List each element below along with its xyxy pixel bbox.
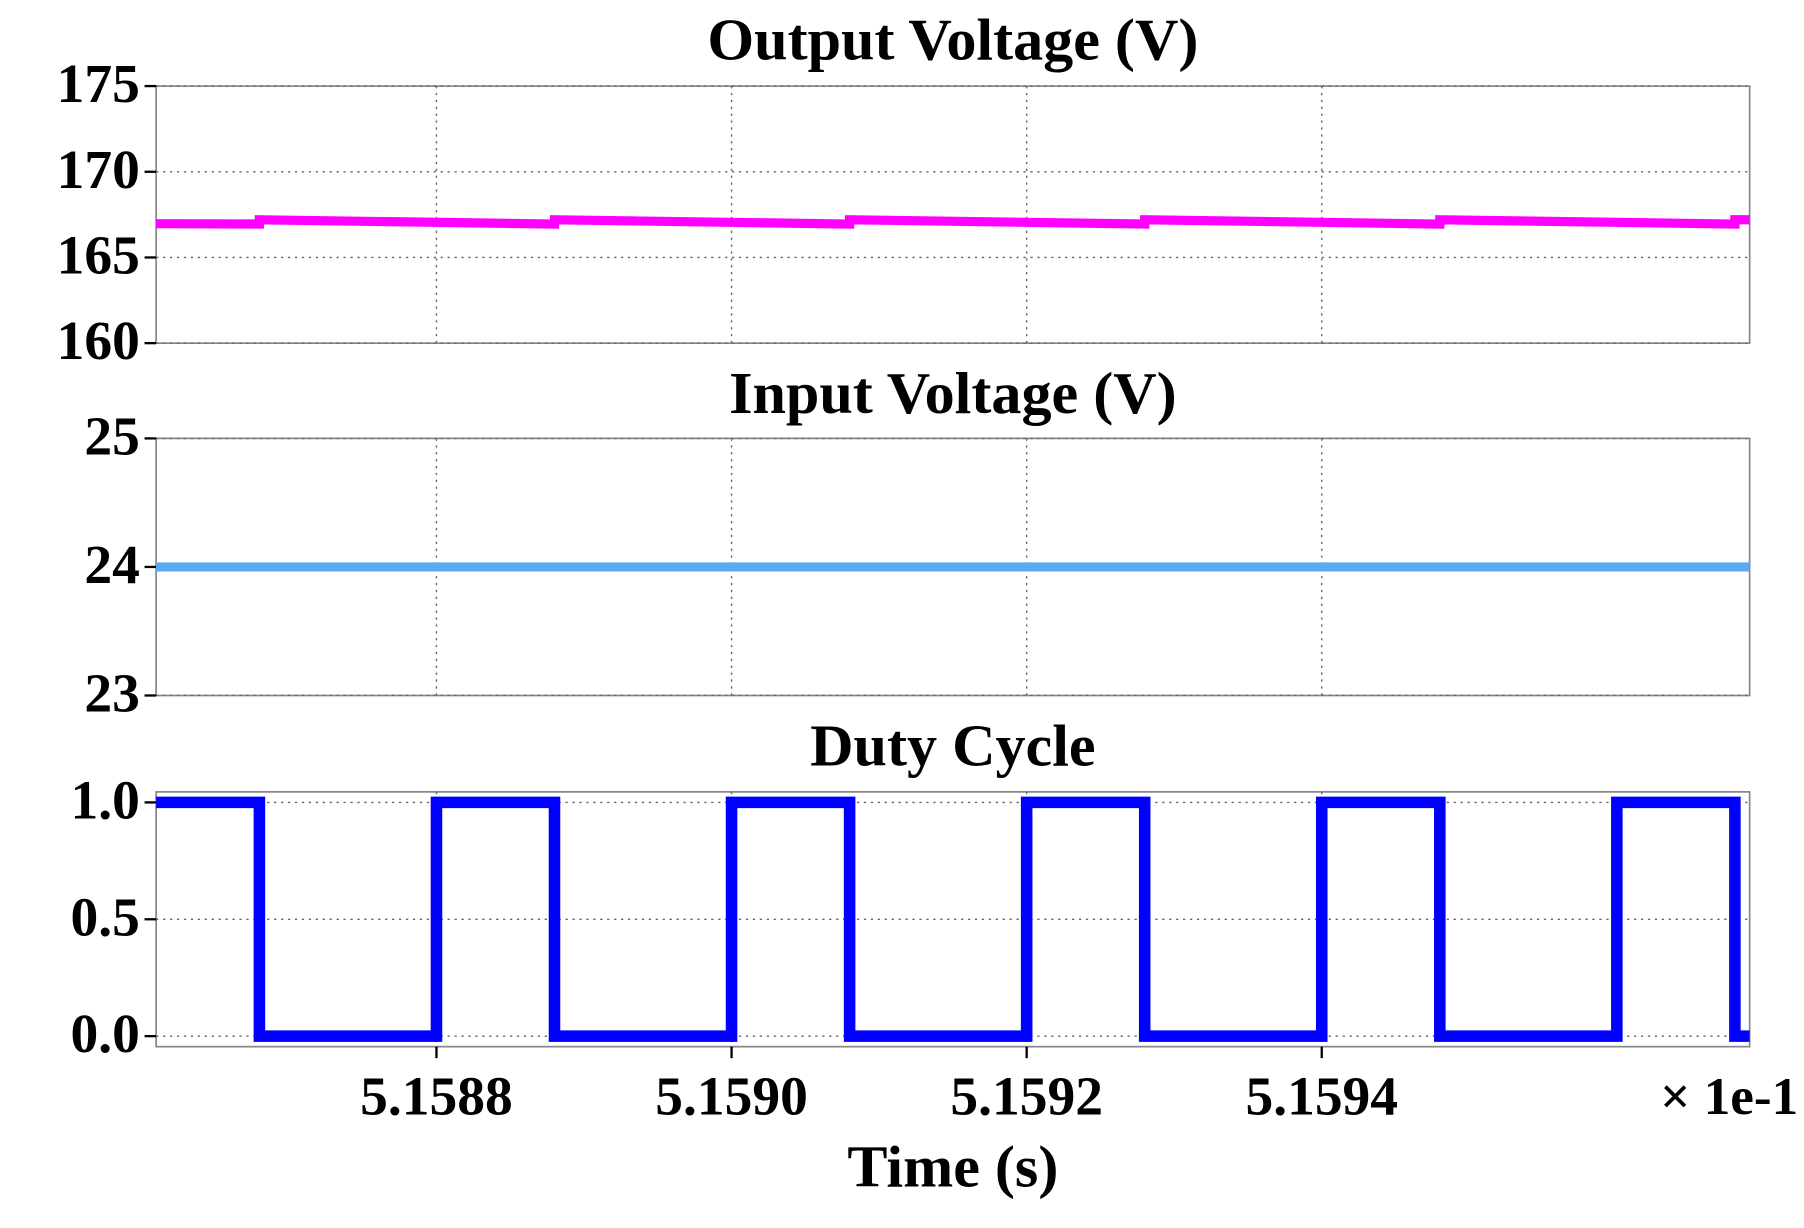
y-tick-label: 24 (84, 534, 139, 595)
y-tick-label: 0.5 (71, 887, 140, 948)
x-tick-label: 5.1588 (360, 1066, 513, 1127)
x-axis-label: Time (s) (847, 1134, 1058, 1200)
x-offset-label: × 1e-1 (1660, 1068, 1798, 1126)
chart-title: Output Voltage (V) (707, 7, 1198, 73)
y-tick-label: 170 (57, 139, 140, 200)
line (156, 796, 1750, 1042)
y-tick-label: 165 (57, 225, 140, 286)
chart-title: Duty Cycle (810, 713, 1096, 779)
plot-area (155, 85, 1751, 345)
x-tick-label: 5.1590 (655, 1066, 808, 1127)
x-tick-label: 5.1594 (1245, 1066, 1398, 1127)
y-tick-label: 23 (84, 663, 139, 724)
x-tick-label: 5.1592 (950, 1066, 1103, 1127)
y-tick-label: 160 (57, 310, 140, 371)
line (156, 215, 1750, 229)
y-tick-label: 1.0 (71, 770, 140, 831)
chart-title: Input Voltage (V) (729, 360, 1177, 426)
y-tick-label: 175 (57, 53, 140, 114)
y-tick-label: 0.0 (71, 1003, 140, 1064)
y-tick-label: 25 (84, 406, 139, 467)
